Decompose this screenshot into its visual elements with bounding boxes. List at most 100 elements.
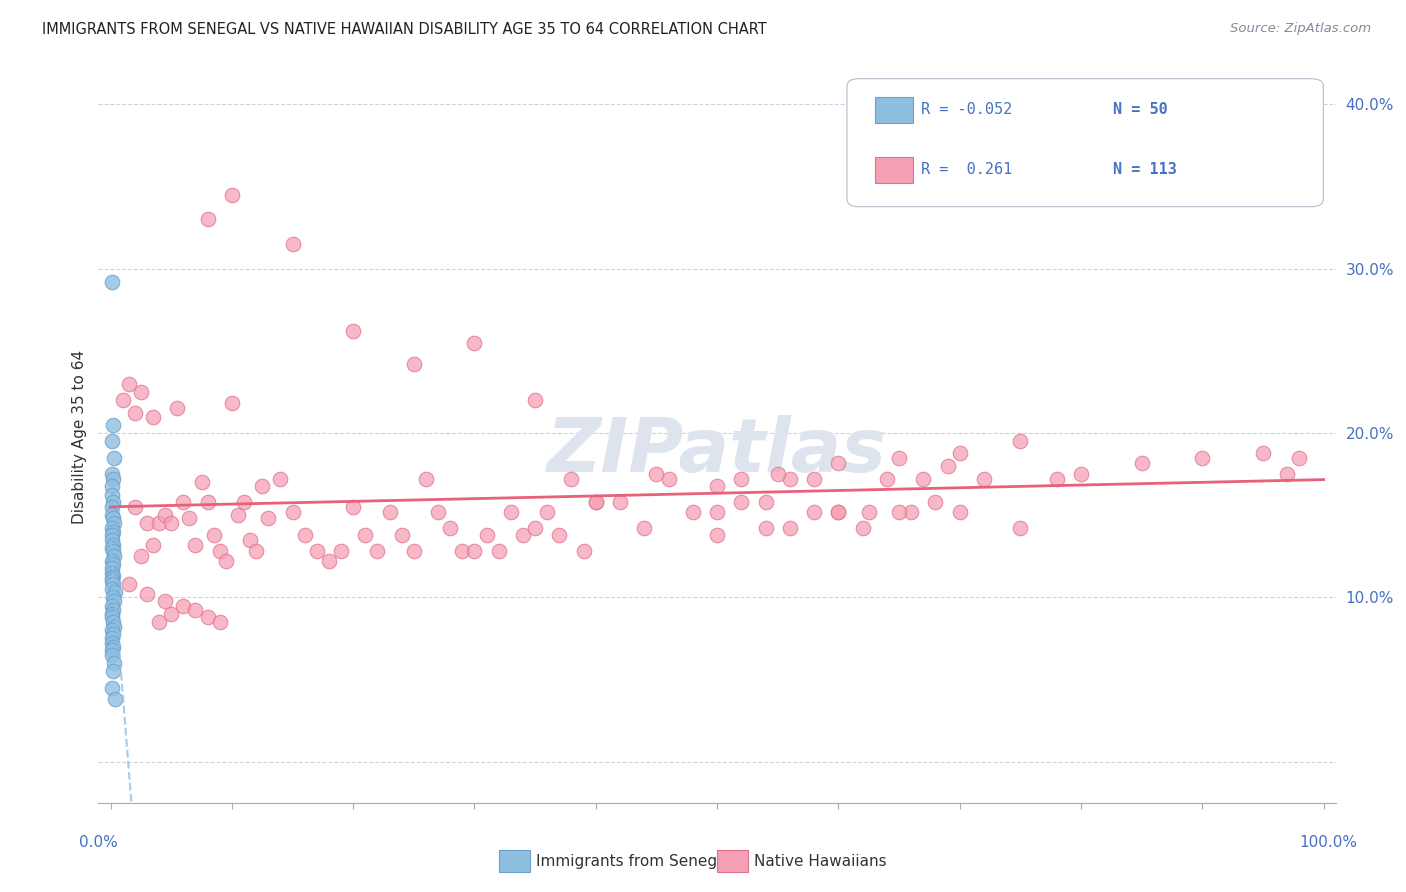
- Point: [103, 516, 125, 531]
- Point: [318, 554, 340, 568]
- Point: [103, 549, 125, 564]
- Point: [912, 472, 935, 486]
- Point: [949, 446, 972, 460]
- Point: [101, 603, 124, 617]
- Point: [100, 478, 122, 492]
- Point: [100, 582, 122, 596]
- Point: [803, 472, 825, 486]
- Point: [548, 528, 571, 542]
- Point: [148, 516, 170, 531]
- Point: [536, 505, 558, 519]
- Point: [118, 577, 141, 591]
- Point: [103, 593, 125, 607]
- Point: [1251, 446, 1274, 460]
- Point: [924, 495, 946, 509]
- Point: [101, 665, 124, 679]
- Point: [354, 528, 377, 542]
- Point: [100, 467, 122, 481]
- Point: [609, 495, 631, 509]
- Point: [439, 521, 461, 535]
- Point: [118, 376, 141, 391]
- Point: [1288, 450, 1310, 465]
- Point: [101, 569, 124, 583]
- Point: [124, 500, 146, 514]
- Text: R = -0.052: R = -0.052: [921, 102, 1012, 117]
- Text: N = 113: N = 113: [1114, 161, 1177, 177]
- Point: [101, 615, 124, 629]
- Point: [208, 544, 231, 558]
- Point: [973, 472, 995, 486]
- Point: [215, 554, 238, 568]
- Point: [124, 406, 146, 420]
- Point: [233, 495, 256, 509]
- Point: [451, 544, 474, 558]
- Point: [936, 458, 959, 473]
- Point: [100, 632, 122, 646]
- Text: N = 50: N = 50: [1114, 102, 1168, 117]
- Point: [100, 624, 122, 638]
- Point: [190, 475, 212, 490]
- Point: [142, 409, 165, 424]
- Point: [101, 538, 124, 552]
- Point: [101, 472, 124, 486]
- Point: [876, 472, 898, 486]
- Point: [101, 417, 124, 432]
- Point: [1191, 450, 1213, 465]
- Point: [184, 603, 207, 617]
- Point: [153, 593, 176, 607]
- Point: [221, 187, 243, 202]
- Point: [101, 640, 124, 654]
- Point: [100, 560, 122, 574]
- Point: [197, 610, 219, 624]
- Text: 100.0%: 100.0%: [1299, 836, 1358, 850]
- Point: [101, 544, 124, 558]
- Point: [100, 528, 122, 542]
- Point: [100, 566, 122, 580]
- Point: [1130, 456, 1153, 470]
- Bar: [876, 157, 912, 183]
- Point: [172, 599, 194, 613]
- Point: [101, 495, 124, 509]
- Point: [755, 495, 778, 509]
- Point: [221, 396, 243, 410]
- Point: [101, 577, 124, 591]
- Text: R =  0.261: R = 0.261: [921, 161, 1012, 177]
- Point: [100, 521, 122, 535]
- Point: [1010, 434, 1032, 449]
- Point: [226, 508, 249, 523]
- Point: [330, 544, 353, 558]
- Point: [129, 384, 152, 399]
- Point: [512, 528, 534, 542]
- Point: [104, 692, 127, 706]
- Point: [100, 541, 122, 555]
- Point: [100, 533, 122, 547]
- Point: [633, 521, 655, 535]
- Point: [100, 488, 122, 502]
- Point: [524, 393, 547, 408]
- Point: [101, 626, 124, 640]
- Point: [100, 275, 122, 289]
- Point: [148, 615, 170, 629]
- Text: Immigrants from Senegal: Immigrants from Senegal: [536, 855, 731, 869]
- Point: [269, 472, 291, 486]
- Text: IMMIGRANTS FROM SENEGAL VS NATIVE HAWAIIAN DISABILITY AGE 35 TO 64 CORRELATION C: IMMIGRANTS FROM SENEGAL VS NATIVE HAWAII…: [42, 22, 766, 37]
- Point: [1275, 467, 1298, 481]
- Point: [827, 505, 849, 519]
- FancyBboxPatch shape: [846, 78, 1323, 207]
- Point: [585, 495, 607, 509]
- Point: [779, 472, 801, 486]
- Point: [779, 521, 801, 535]
- Point: [475, 528, 498, 542]
- Point: [827, 505, 849, 519]
- Point: [730, 472, 752, 486]
- Point: [153, 508, 176, 523]
- Point: [524, 521, 547, 535]
- Point: [100, 681, 122, 695]
- Point: [1046, 472, 1069, 486]
- Point: [402, 357, 425, 371]
- Point: [585, 495, 607, 509]
- Point: [415, 472, 437, 486]
- Point: [202, 528, 225, 542]
- Point: [245, 544, 267, 558]
- Point: [103, 656, 125, 670]
